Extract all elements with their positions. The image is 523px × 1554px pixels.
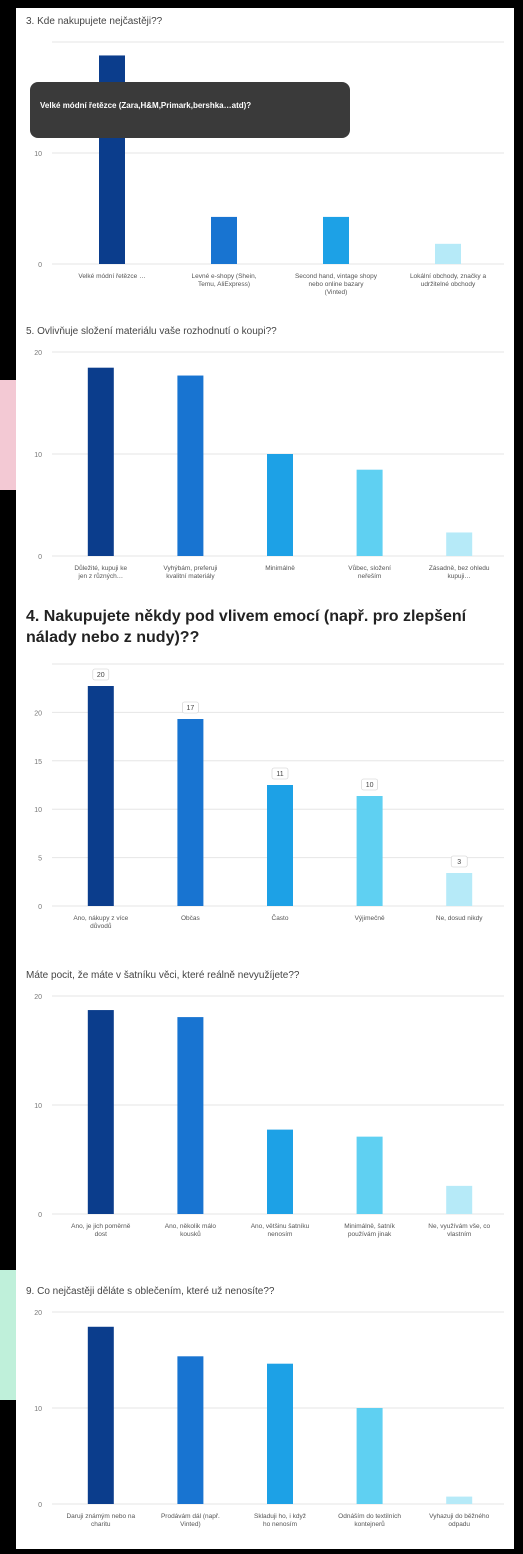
chart-title: 4. Nakupujete někdy pod vlivem emocí (na… xyxy=(26,608,467,646)
bar xyxy=(356,796,383,906)
y-tick-label: 10 xyxy=(34,1406,42,1413)
chart-section-3: 4. Nakupujete někdy pod vlivem emocí (na… xyxy=(16,606,514,958)
bar xyxy=(267,1363,293,1504)
x-category-label: Vyhýbám, preferuji kvalitní materiály xyxy=(163,565,217,580)
chart-title: 5. Ovlivňuje složení materiálu vaše rozh… xyxy=(26,326,277,337)
bar xyxy=(446,1185,473,1214)
x-category-label: Vyhazuji do běžného odpadu xyxy=(429,1513,489,1528)
chart-section-1: 3. Kde nakupujete nejčastěji?? 0 10 Velké … xyxy=(16,16,514,316)
bar xyxy=(446,1496,473,1504)
bar xyxy=(356,1136,383,1214)
x-category-label: Ano, většinu šatníku nenosím xyxy=(251,1223,310,1238)
x-category-label: Občas xyxy=(181,915,201,922)
bar xyxy=(87,1010,114,1214)
charts-panel: 3. Kde nakupujete nejčastěji?? 0 10 Velké … xyxy=(16,8,514,1549)
y-tick-label: 20 xyxy=(34,350,42,357)
x-category-label: Ano, několik málo kousků xyxy=(165,1223,217,1238)
x-category-label: Skladuji ho, i když ho nenosím xyxy=(254,1513,306,1528)
chart-section-2: 5. Ovlivňuje složení materiálu vaše rozh… xyxy=(16,326,514,598)
x-category-label: Ne, využívám vše, co vlastním xyxy=(428,1223,490,1238)
y-tick-label: 10 xyxy=(34,1103,42,1110)
x-category-label: Výjimečně xyxy=(355,915,385,922)
x-category-label: Často xyxy=(272,913,289,922)
data-label: 20 xyxy=(97,672,105,679)
y-tick-label: 15 xyxy=(34,759,42,766)
chart-svg: 0 5 10 15 20 20 Ano, nákupy z více důvodů 17 Obča… xyxy=(34,663,504,930)
x-category-label: Minimálně xyxy=(265,565,295,572)
bar-tooltip: Velké módní řetězce (Zara,H&M,Primark,be… xyxy=(30,82,350,138)
data-label: 10 xyxy=(366,782,374,789)
data-label: 3 xyxy=(457,859,461,866)
y-tick-label: 20 xyxy=(34,1310,42,1317)
bar xyxy=(177,1017,204,1214)
bar xyxy=(446,532,473,556)
bar xyxy=(87,367,114,556)
bar xyxy=(211,216,237,264)
y-tick-label: 5 xyxy=(38,856,42,863)
data-label: 17 xyxy=(187,705,195,712)
chart-title: 3. Kde nakupujete nejčastěji?? xyxy=(26,16,163,27)
y-tick-label: 10 xyxy=(34,151,42,158)
x-category-label: Ne, dosud nikdy xyxy=(436,915,483,922)
x-category-label: Prodávám dál (např. Vinted) xyxy=(161,1513,220,1528)
y-tick-label: 10 xyxy=(34,452,42,459)
bar xyxy=(435,243,461,264)
bar xyxy=(323,216,349,264)
bar xyxy=(87,1326,114,1504)
y-tick-label: 10 xyxy=(34,807,42,814)
x-category-label: Levné e-shopy (Shein, Temu, AliExpress) xyxy=(191,273,256,288)
x-category-label: Velké módní řetězce … xyxy=(78,273,145,280)
bar xyxy=(177,719,204,906)
y-tick-label: 0 xyxy=(38,262,42,269)
x-category-label: Lokální obchody, značky a udržitelné obch… xyxy=(410,273,487,288)
bar xyxy=(177,375,204,556)
chart-svg: 0 10 20 Důležité, kupuji ke jen z různých… Vy… xyxy=(34,350,504,580)
chart-title: 9. Co nejčastěji děláte s oblečením, kte… xyxy=(26,1286,275,1297)
x-category-label: Ano, je jich poměrně dost xyxy=(71,1223,131,1238)
left-edge-pink xyxy=(0,380,16,490)
y-tick-label: 0 xyxy=(38,904,42,911)
chart-section-5: 9. Co nejčastěji děláte s oblečením, kte… xyxy=(16,1286,514,1548)
x-category-label: Minimálně, šatník používám jinak xyxy=(344,1223,395,1238)
data-label: 11 xyxy=(276,771,283,778)
data-label-box xyxy=(271,767,289,780)
y-tick-label: 0 xyxy=(38,1502,42,1509)
chart-svg: 0 10 Velké módní řetězce … Levné e-shopy (S… xyxy=(34,41,504,296)
y-tick-label: 0 xyxy=(38,554,42,561)
data-label-box xyxy=(361,778,378,791)
bar xyxy=(87,686,114,906)
chart-title: Máte pocit, že máte v šatníku věci, kter… xyxy=(26,970,300,981)
bar xyxy=(267,1129,293,1214)
data-label-box xyxy=(92,668,110,681)
data-label-box xyxy=(450,855,468,868)
x-category-label: Odnáším do textilních kontejnerů xyxy=(338,1513,401,1528)
chart-section-4: Máte pocit, že máte v šatníku věci, kter… xyxy=(16,970,514,1266)
x-category-label: Second hand, vintage shopy nebo online ba… xyxy=(295,273,378,296)
bar xyxy=(356,469,383,556)
bar xyxy=(356,1408,383,1504)
bar xyxy=(177,1356,204,1504)
left-edge-mint xyxy=(0,1270,16,1400)
y-tick-label: 20 xyxy=(34,994,42,1001)
bar xyxy=(267,785,293,906)
x-category-label: Ano, nákupy z více důvodů xyxy=(73,915,128,930)
bar xyxy=(267,454,293,556)
chart-svg: 0 10 20 Ano, je jich poměrně dost Ano, několi… xyxy=(34,994,504,1238)
x-category-label: Daruji známým nebo na charitu xyxy=(66,1513,135,1528)
x-category-label: Důležité, kupuji ke jen z různých… xyxy=(74,564,127,580)
y-tick-label: 0 xyxy=(38,1212,42,1219)
data-label-box xyxy=(182,701,199,714)
bar xyxy=(446,873,473,906)
x-category-label: Vůbec, složení neřeším xyxy=(348,564,391,580)
y-tick-label: 20 xyxy=(34,710,42,717)
x-category-label: Zásadně, bez ohledu kupuji… xyxy=(429,565,490,580)
chart-svg: 0 10 20 Daruji známým nebo na charitu Prodává… xyxy=(34,1310,504,1528)
